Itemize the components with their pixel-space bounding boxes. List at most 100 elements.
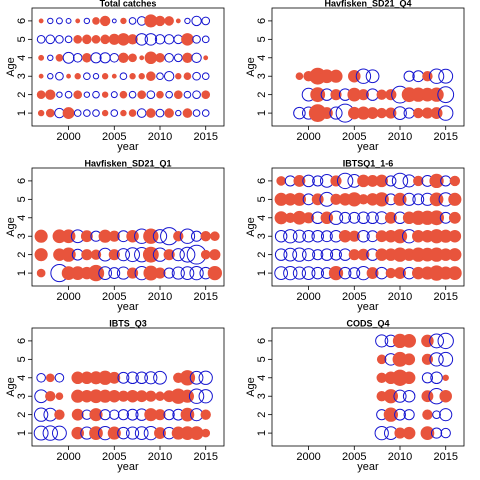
bubble-positive	[439, 389, 452, 403]
bubble-negative	[117, 371, 130, 384]
bubble-positive	[180, 389, 194, 403]
bubble-negative	[439, 408, 453, 422]
y-tick-label: 4	[16, 215, 28, 221]
panel-2: Havfisken_SD21_Q4 2000 2005 2010 2015 1 2 3 4 5 6 y…	[245, 0, 465, 153]
bubble-negative	[163, 34, 175, 45]
bubble-positive	[36, 268, 46, 278]
bubble-positive	[421, 390, 434, 403]
bubble-negative	[171, 248, 185, 262]
bubble-negative	[365, 69, 380, 84]
y-tick-label: 4	[256, 55, 268, 61]
bubble-negative	[126, 408, 139, 421]
bubble-negative	[438, 105, 454, 121]
bubble-positive	[420, 426, 435, 440]
y-tick-label: 5	[256, 36, 268, 42]
bubble-positive	[348, 230, 360, 242]
bubble-negative	[201, 35, 210, 44]
bubble-positive	[376, 107, 387, 119]
bubble-negative	[65, 17, 72, 24]
y-tick-label: 5	[256, 196, 268, 202]
bubble-positive	[111, 73, 117, 79]
y-tick-label: 2	[256, 92, 268, 98]
bubble-negative	[135, 33, 148, 46]
bubble-positive	[81, 249, 93, 261]
bubble-positive	[75, 18, 81, 24]
bubble-negative	[394, 408, 406, 421]
bubble-positive	[429, 173, 444, 189]
bubble-negative	[36, 372, 46, 383]
y-tick-label: 1	[256, 430, 268, 436]
bubble-negative	[163, 267, 175, 279]
bubble-negative	[164, 52, 174, 63]
bubble-positive	[329, 69, 343, 83]
bubble-negative	[144, 33, 158, 46]
bubble-negative	[171, 266, 185, 280]
bubble-negative	[42, 425, 58, 441]
y-tick-label: 6	[16, 178, 28, 184]
bubble-positive	[357, 248, 370, 261]
bubble-positive	[73, 35, 83, 44]
bubble-negative	[403, 70, 415, 82]
bubble-negative	[109, 52, 120, 63]
plot-frame	[31, 167, 225, 287]
bubble-negative	[108, 267, 121, 280]
bubble-negative	[144, 371, 158, 385]
bubble-positive	[92, 17, 100, 25]
y-tick-label: 4	[16, 375, 28, 381]
bubble-negative	[92, 73, 100, 80]
y-axis-label: Age	[5, 57, 17, 77]
bubble-negative	[52, 425, 67, 441]
bubble-positive	[163, 249, 175, 261]
bubble-negative	[191, 52, 202, 63]
x-tick-label: 2015	[193, 451, 217, 463]
bubble-positive	[348, 69, 361, 83]
bubble-negative	[201, 16, 211, 26]
panel-4: IBTSQ1_1-6 2000 2005 2010 2015 1 2 3 4 5 6 year Age	[245, 159, 465, 313]
bubble-negative	[201, 109, 210, 117]
bubble-positive	[164, 108, 174, 118]
bubble-negative	[110, 109, 119, 117]
bubble-positive	[118, 52, 129, 63]
bubble-negative	[302, 229, 315, 243]
x-tick-label: 2000	[56, 131, 80, 143]
bubble-positive	[200, 231, 211, 242]
bubble-positive	[182, 52, 193, 63]
bubble-negative	[191, 15, 202, 27]
x-tick-label: 2005	[342, 291, 366, 303]
bubble-negative	[135, 371, 148, 385]
bubble-positive	[38, 73, 44, 79]
y-tick-label: 2	[16, 92, 28, 98]
bubble-negative	[136, 108, 147, 118]
bubble-negative	[163, 409, 175, 421]
bubble-negative	[146, 90, 156, 99]
y-tick-label: 2	[256, 412, 268, 418]
x-axis-label: year	[117, 301, 139, 313]
bubble-positive	[422, 409, 433, 420]
bubble-positive	[155, 52, 165, 63]
bubble-negative	[366, 211, 379, 225]
y-tick-label: 6	[16, 18, 28, 24]
plot-frame	[31, 327, 225, 447]
x-tick-label: 2005	[102, 131, 126, 143]
y-tick-label: 6	[256, 178, 268, 184]
bubble-negative	[198, 370, 213, 385]
y-tick-label: 3	[256, 393, 268, 399]
bubble-negative	[190, 230, 203, 242]
bubble-positive	[189, 426, 204, 440]
bubble-negative	[116, 248, 130, 262]
bubble-negative	[109, 409, 120, 420]
panel-title: Havfisken_SD21_Q4	[324, 0, 411, 9]
y-tick-label: 2	[16, 252, 28, 258]
bubble-positive	[146, 108, 156, 118]
bubble-negative	[438, 68, 454, 84]
bubble-negative	[391, 172, 409, 190]
bubble-negative	[64, 35, 73, 44]
bubble-negative	[99, 409, 111, 421]
bubble-negative	[311, 266, 324, 280]
bubble-negative	[357, 211, 370, 225]
bubble-negative	[312, 249, 324, 261]
bubble-positive	[128, 53, 137, 63]
bubble-negative	[437, 332, 454, 350]
bubble-negative	[72, 52, 83, 63]
